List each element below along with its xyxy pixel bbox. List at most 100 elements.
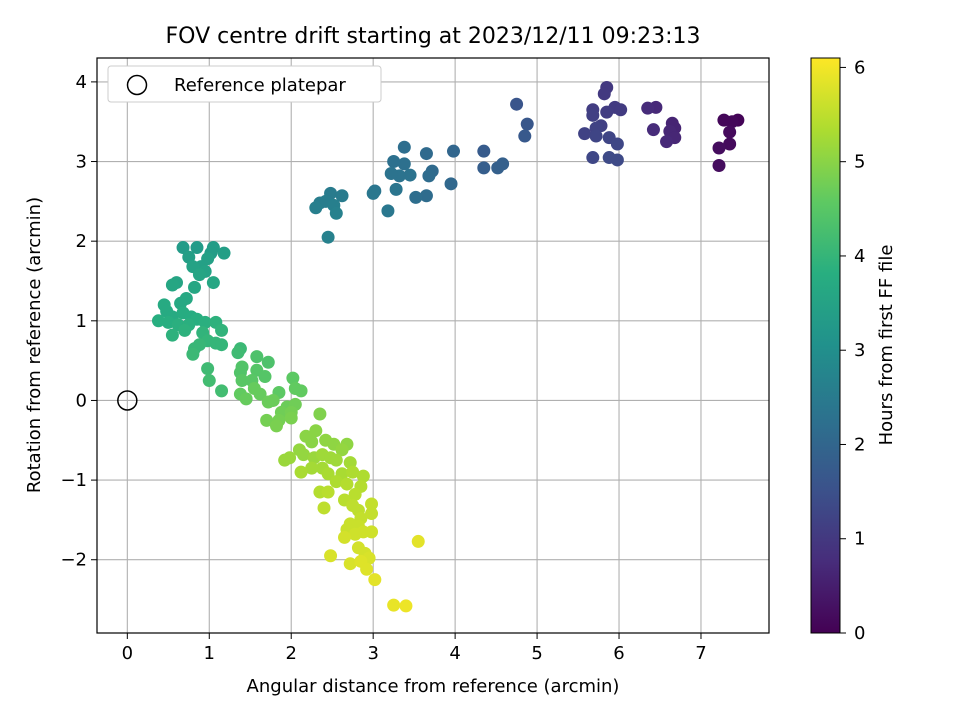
data-point xyxy=(419,189,433,203)
colorbar-tick-label: 3 xyxy=(854,340,865,361)
data-point xyxy=(269,419,283,433)
data-point xyxy=(641,101,655,115)
data-point xyxy=(186,347,200,361)
data-point xyxy=(399,599,413,613)
legend-box xyxy=(107,65,382,103)
data-point xyxy=(190,241,204,255)
data-point xyxy=(321,230,335,244)
data-point xyxy=(419,147,433,161)
data-point xyxy=(365,507,379,521)
data-point xyxy=(239,392,253,406)
data-point xyxy=(258,370,272,384)
data-point xyxy=(309,201,323,215)
data-point xyxy=(586,151,600,165)
data-point xyxy=(217,246,231,260)
y-tick-label: 1 xyxy=(76,311,87,332)
colorbar-tick-label: 4 xyxy=(854,246,865,267)
data-point xyxy=(614,103,628,117)
data-point xyxy=(723,125,737,139)
data-point xyxy=(422,169,436,183)
data-point xyxy=(597,87,611,101)
y-tick-label: −2 xyxy=(60,550,87,571)
data-point xyxy=(309,424,323,438)
data-point xyxy=(510,97,524,111)
data-point xyxy=(284,411,298,425)
data-point xyxy=(366,186,380,200)
data-point xyxy=(235,374,249,388)
colorbar: 0 1 2 3 4 5 6 Hours from first FF file xyxy=(810,57,897,644)
data-point xyxy=(610,137,624,151)
data-point xyxy=(215,384,229,398)
data-point xyxy=(477,161,491,175)
data-point xyxy=(260,413,274,427)
data-point xyxy=(250,350,264,364)
data-point xyxy=(520,117,534,131)
data-point xyxy=(215,338,229,352)
data-point xyxy=(712,159,726,173)
data-point xyxy=(384,166,398,180)
data-point xyxy=(324,549,338,563)
data-point xyxy=(381,204,395,218)
reference-platepar-marker xyxy=(117,390,138,411)
x-tick-label: 5 xyxy=(531,643,542,664)
data-point xyxy=(717,113,731,127)
data-point xyxy=(343,557,357,571)
plot-area-frame xyxy=(96,57,770,634)
data-point xyxy=(348,487,362,501)
data-point xyxy=(397,140,411,154)
data-point xyxy=(278,453,292,467)
data-point xyxy=(477,144,491,158)
data-point xyxy=(161,315,175,329)
data-point xyxy=(365,497,379,511)
data-point xyxy=(192,268,206,282)
data-point xyxy=(578,127,592,141)
data-point xyxy=(176,241,190,255)
data-point xyxy=(286,371,300,385)
data-point xyxy=(518,129,532,143)
y-axis-label: Rotation from reference (arcmin) xyxy=(24,197,45,493)
chart-title: FOV centre drift starting at 2023/12/11 … xyxy=(166,24,701,49)
data-points xyxy=(117,80,745,613)
data-point xyxy=(387,155,401,169)
data-point xyxy=(337,530,351,544)
legend: Reference platepar xyxy=(107,65,382,103)
data-point xyxy=(329,453,343,467)
data-point xyxy=(340,477,354,491)
data-point xyxy=(305,435,319,449)
data-point xyxy=(297,448,311,462)
y-tick-label: 3 xyxy=(76,152,87,173)
data-point xyxy=(600,105,614,119)
colorbar-gradient xyxy=(810,57,841,634)
colorbar-tick-label: 6 xyxy=(854,57,865,78)
data-point xyxy=(496,157,510,171)
data-point xyxy=(231,346,245,360)
axes: 0 1 2 3 4 5 6 7 −2 −1 0 1 2 3 4 xyxy=(60,72,706,664)
data-point xyxy=(368,573,382,587)
colorbar-tick-label: 5 xyxy=(854,152,865,173)
data-point xyxy=(723,137,737,151)
colorbar-label: Hours from first FF file xyxy=(876,245,897,446)
y-tick-label: 2 xyxy=(76,231,87,252)
data-point xyxy=(261,355,275,369)
data-point xyxy=(360,562,374,576)
data-point xyxy=(151,314,165,328)
data-point xyxy=(610,153,624,167)
x-tick-label: 7 xyxy=(695,643,706,664)
legend-marker-reference xyxy=(126,74,148,96)
data-point xyxy=(660,135,674,149)
data-point xyxy=(444,177,458,191)
x-axis-label: Angular distance from reference (arcmin) xyxy=(247,676,620,697)
data-point xyxy=(335,189,349,203)
data-point xyxy=(188,280,202,294)
y-tick-label: 0 xyxy=(76,390,87,411)
data-point xyxy=(348,527,362,541)
data-point xyxy=(321,467,335,481)
data-point xyxy=(346,465,360,479)
data-point xyxy=(202,374,216,388)
data-point xyxy=(586,108,600,122)
data-point xyxy=(397,157,411,171)
x-tick-label: 3 xyxy=(367,643,378,664)
data-point xyxy=(198,315,212,329)
colorbar-tick-label: 0 xyxy=(854,623,865,644)
